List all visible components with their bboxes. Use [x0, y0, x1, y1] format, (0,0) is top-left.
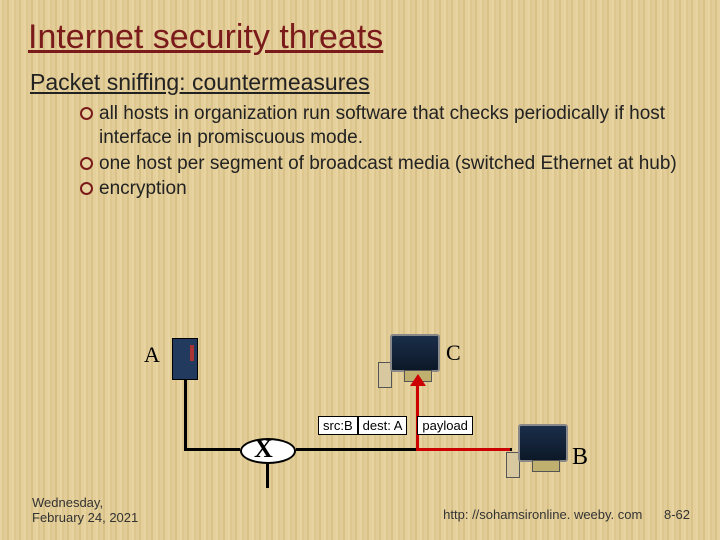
sniff-wire — [416, 380, 419, 450]
footer-right: http: //sohamsironline. weeby. com 8-62 — [443, 507, 690, 522]
bullet-text: all hosts in organization run software t… — [99, 102, 692, 150]
node-label-b: B — [572, 444, 588, 471]
wire-segment — [184, 380, 187, 450]
footer-url: http: //sohamsironline. weeby. com — [443, 507, 642, 522]
bullet-list: all hosts in organization run software t… — [80, 102, 692, 201]
node-label-a: A — [144, 342, 160, 368]
bullet-icon — [80, 157, 93, 170]
bullet-text: one host per segment of broadcast media … — [99, 152, 677, 176]
bullet-icon — [80, 182, 93, 195]
wire-segment — [266, 464, 269, 488]
footer-date: Wednesday,February 24, 2021 — [32, 495, 138, 526]
bullet-text: encryption — [99, 177, 187, 201]
monitor-c-icon — [390, 334, 440, 372]
monitor-b-icon — [518, 424, 568, 462]
slide-subtitle: Packet sniffing: countermeasures — [30, 69, 692, 96]
network-diagram: A C B X src:B dest: A payload — [100, 334, 660, 504]
bullet-icon — [80, 107, 93, 120]
packet-payload: payload — [417, 416, 473, 435]
list-item: all hosts in organization run software t… — [80, 102, 692, 150]
packet-gap — [407, 416, 417, 435]
slide-title: Internet security threats — [28, 18, 692, 57]
arrow-up-icon — [410, 374, 426, 386]
packet-src: src:B — [318, 416, 358, 435]
footer-page: 8-62 — [664, 507, 690, 522]
node-label-c: C — [446, 340, 461, 366]
list-item: encryption — [80, 177, 692, 201]
hub-block-mark: X — [254, 434, 273, 464]
sniff-wire — [416, 448, 510, 451]
packet-dest: dest: A — [358, 416, 408, 435]
device-a-icon — [172, 338, 198, 380]
wire-segment — [184, 448, 240, 451]
packet-box: src:B dest: A payload — [318, 416, 473, 435]
list-item: one host per segment of broadcast media … — [80, 152, 692, 176]
